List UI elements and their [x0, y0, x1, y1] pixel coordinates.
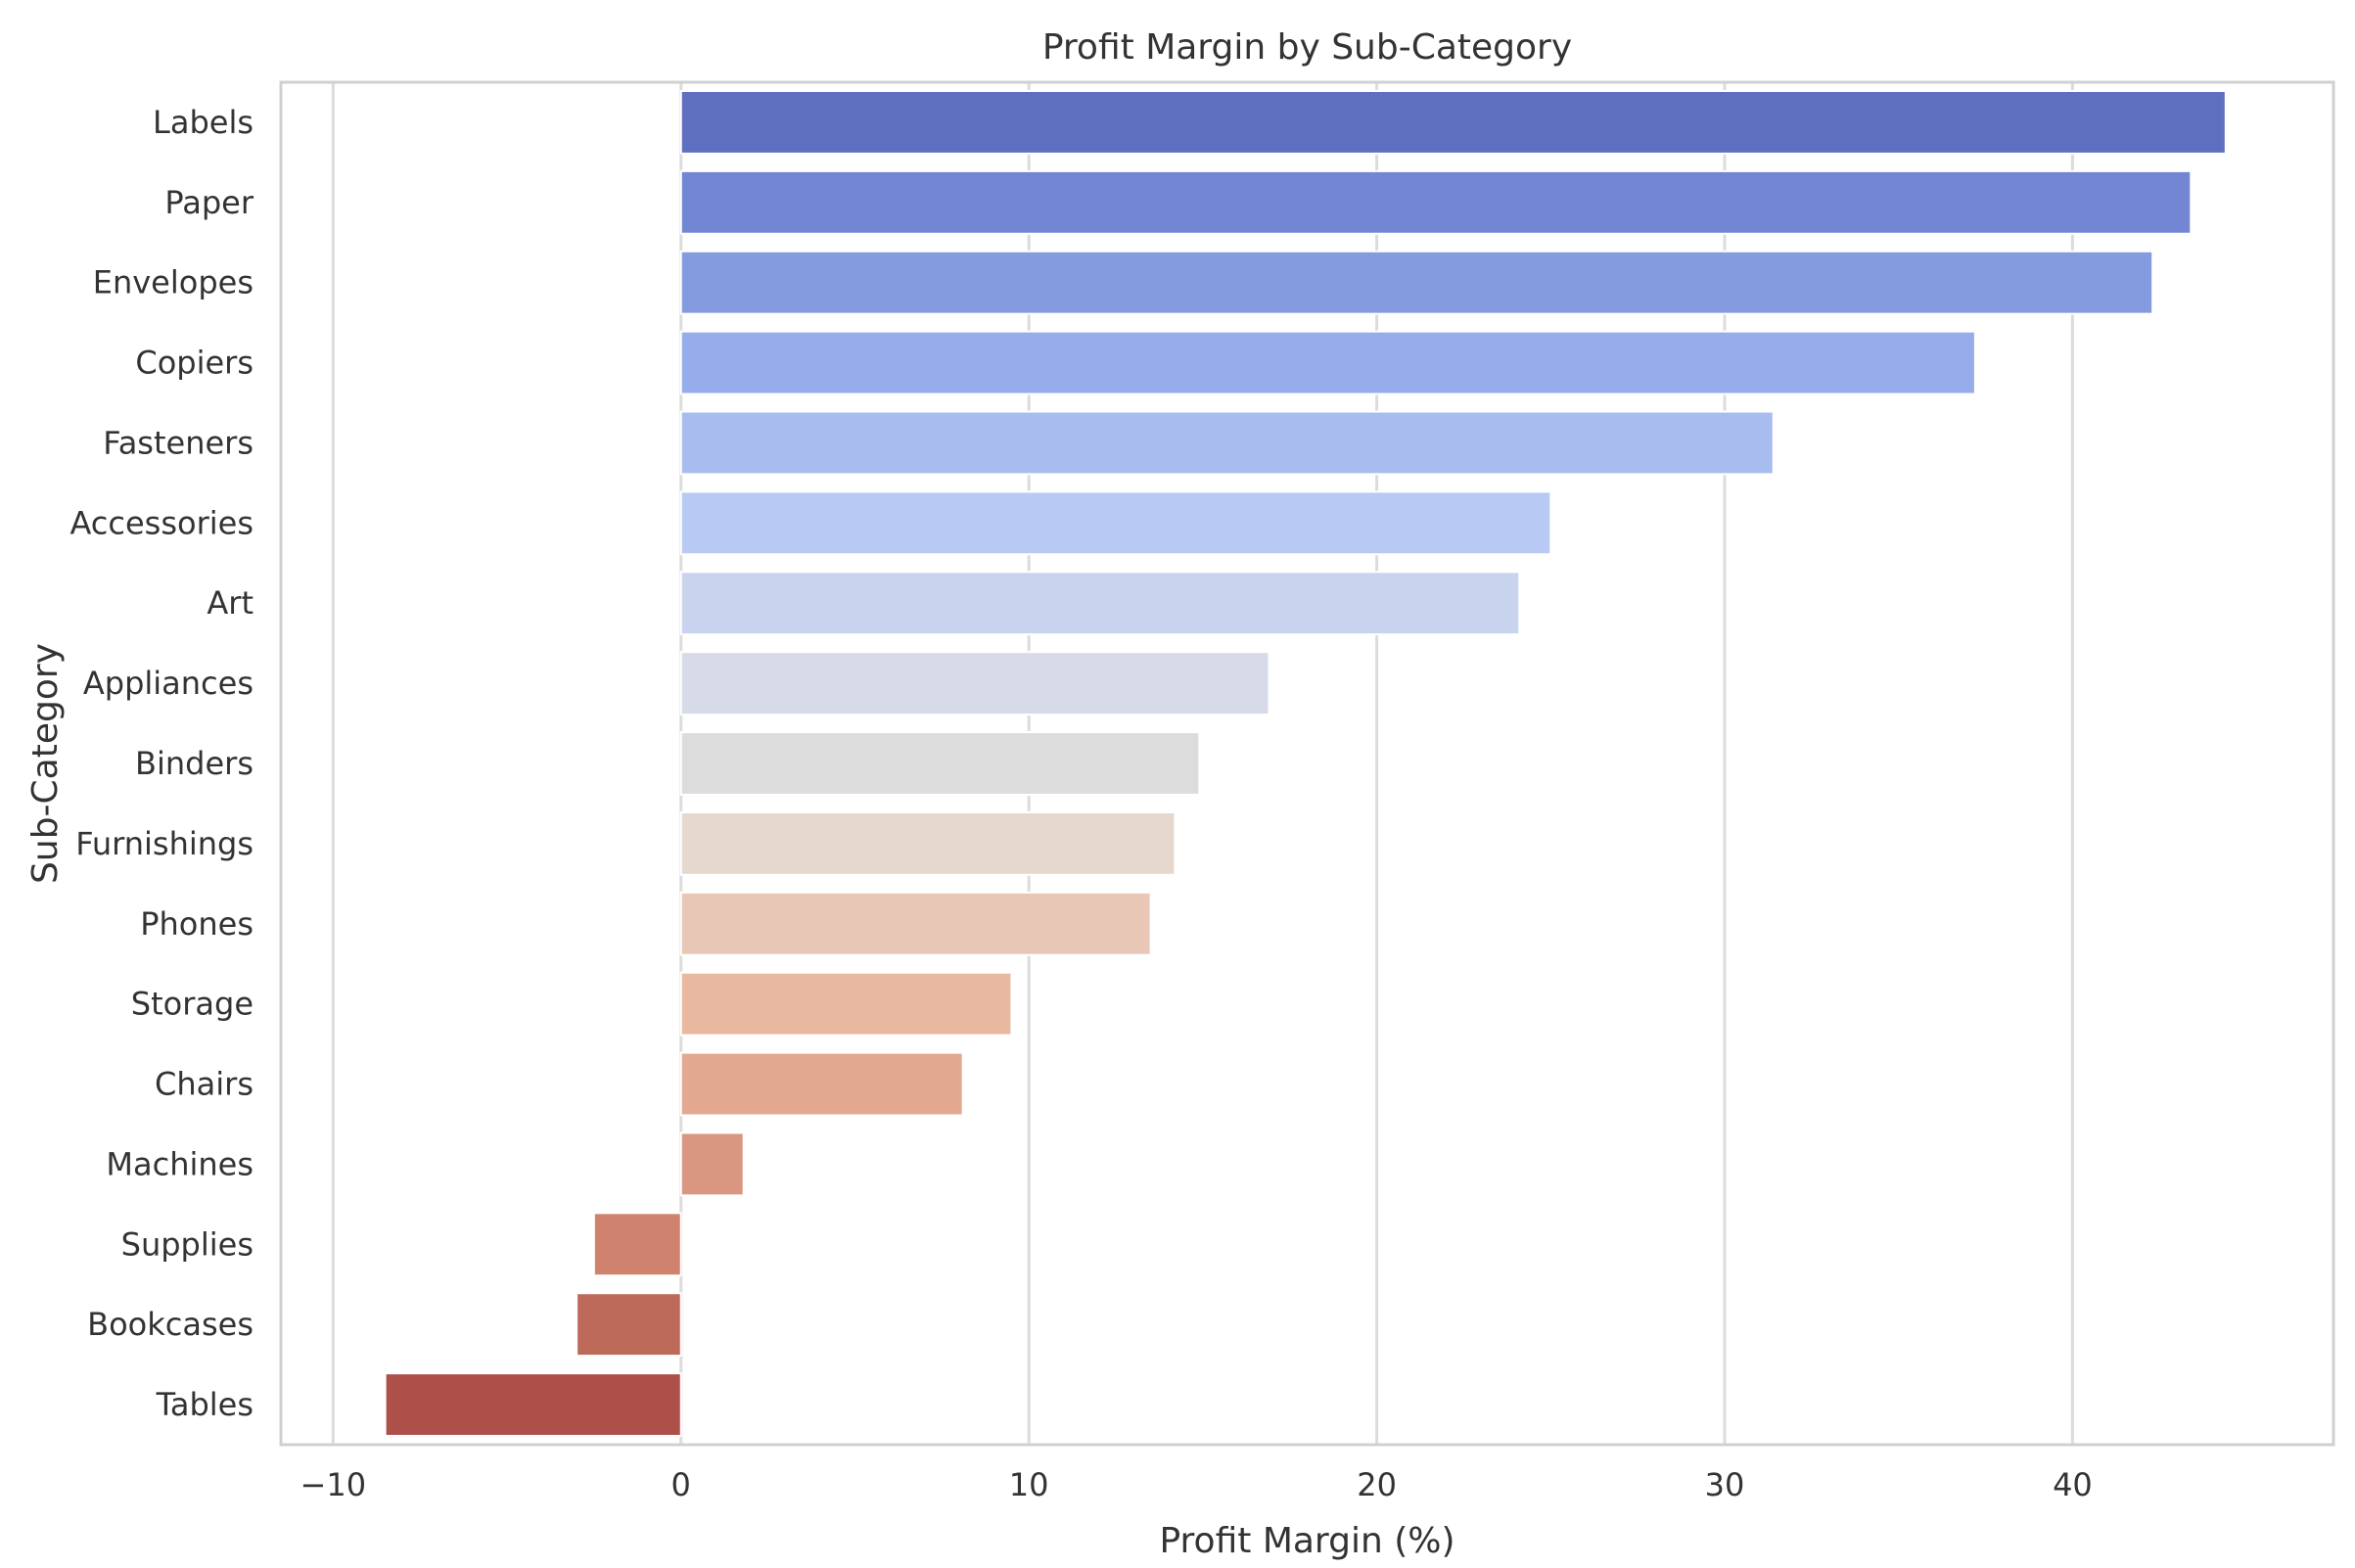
y-tick-label: Appliances: [83, 665, 254, 702]
bar-tables: [384, 1372, 682, 1437]
y-tick-label: Envelopes: [93, 264, 254, 301]
bar-chairs: [679, 1051, 964, 1117]
x-tick-label: 40: [2053, 1466, 2093, 1503]
bar-storage: [679, 971, 1013, 1037]
bar-copiers: [679, 330, 1976, 395]
x-tick-label: 30: [1705, 1466, 1745, 1503]
bar-furnishings: [679, 810, 1177, 876]
x-tick-label: 0: [671, 1466, 691, 1503]
bar-phones: [679, 891, 1152, 956]
y-tick-label: Supplies: [121, 1225, 254, 1263]
bar-supplies: [592, 1212, 682, 1277]
x-tick-label: 10: [1009, 1466, 1049, 1503]
y-tick-label: Tables: [156, 1386, 254, 1423]
y-tick-label: Fasteners: [103, 424, 254, 461]
y-tick-label: Chairs: [155, 1066, 254, 1103]
bar-envelopes: [679, 250, 2154, 315]
x-axis-label: Profit Margin (%): [1159, 1521, 1455, 1561]
x-tick-label: −10: [300, 1466, 367, 1503]
x-tick-label: 20: [1357, 1466, 1397, 1503]
plot-frame: [279, 80, 2335, 1447]
bar-art: [679, 571, 1521, 636]
bar-appliances: [679, 651, 1270, 716]
bar-machines: [679, 1131, 745, 1197]
y-tick-label: Paper: [164, 184, 254, 221]
y-tick-label: Phones: [140, 905, 254, 943]
y-tick-label: Binders: [135, 745, 254, 782]
y-tick-label: Art: [207, 584, 254, 622]
bar-accessories: [679, 490, 1552, 556]
bar-labels: [679, 90, 2227, 155]
y-tick-label: Labels: [153, 104, 254, 141]
bar-paper: [679, 169, 2193, 235]
bars: [384, 90, 2227, 1437]
bar-bookcases: [576, 1292, 682, 1358]
y-tick-label: Machines: [106, 1145, 254, 1182]
y-tick-label: Furnishings: [75, 825, 254, 862]
y-tick-label: Storage: [131, 986, 254, 1023]
y-axis-label: Sub-Category: [25, 643, 66, 884]
bar-fasteners: [679, 410, 1775, 476]
y-axis-ticks: Labels Paper Envelopes Copiers Fasteners Acce…: [69, 104, 254, 1423]
x-axis-ticks: −10 0 10 20 30 40: [300, 1466, 2093, 1503]
chart-title: Profit Margin by Sub-Category: [1042, 27, 1572, 68]
y-tick-label: Copiers: [135, 345, 254, 382]
y-tick-label: Accessories: [69, 504, 254, 541]
y-tick-label: Bookcases: [87, 1306, 254, 1343]
bar-binders: [679, 731, 1201, 796]
